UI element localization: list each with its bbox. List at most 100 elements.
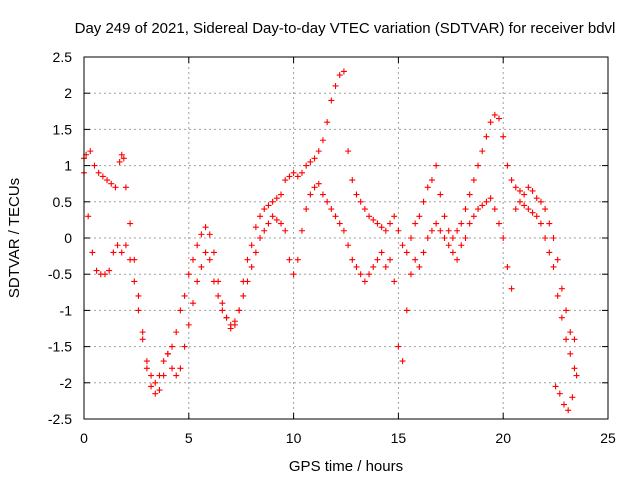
data-point [496,115,503,122]
data-point [101,271,108,278]
data-point [319,137,326,144]
data-point [412,256,419,263]
data-point [177,307,184,314]
data-point [370,263,377,270]
data-point [169,343,176,350]
data-point [273,216,280,223]
data-point [278,191,285,198]
data-point [353,191,360,198]
data-point [311,184,318,191]
data-point [366,213,373,220]
data-point [437,227,444,234]
data-point [294,256,301,263]
data-point [420,249,427,256]
data-point [542,206,549,213]
data-point [552,383,559,390]
data-point [462,206,469,213]
data-point [399,242,406,249]
data-point [558,314,565,321]
data-point [496,220,503,227]
data-point [269,213,276,220]
data-point [273,195,280,202]
data-point [169,365,176,372]
data-point [491,111,498,118]
data-point [491,206,498,213]
data-point [345,148,352,155]
data-point [563,336,570,343]
data-point [210,249,217,256]
data-point [106,267,113,274]
data-point [181,292,188,299]
data-point [294,173,301,180]
data-point [567,329,574,336]
data-point [391,213,398,220]
data-point [529,209,536,216]
data-point [139,329,146,336]
data-point [554,256,561,263]
data-point [454,227,461,234]
data-point [454,256,461,263]
data-point [148,383,155,390]
data-point [231,318,238,325]
data-point [240,292,247,299]
x-tick-label: 20 [495,430,511,446]
data-point [521,202,528,209]
data-point [223,314,230,321]
data-point [290,169,297,176]
data-point [458,220,465,227]
data-point [508,177,515,184]
data-point [286,256,293,263]
data-point [152,390,159,397]
y-tick-label: 1.5 [53,121,73,137]
data-point [181,343,188,350]
data-point [428,227,435,234]
data-point [95,169,102,176]
data-point [374,256,381,263]
data-point [445,242,452,249]
data-point [395,227,402,234]
data-point [382,227,389,234]
data-point [261,206,268,213]
data-point [160,358,167,365]
data-point [470,177,477,184]
data-point [252,224,259,231]
data-point [122,184,129,191]
data-point [546,249,553,256]
data-point [91,162,98,169]
data-point [252,249,259,256]
data-point [395,343,402,350]
data-point [571,365,578,372]
data-point [349,256,356,263]
data-point [529,187,536,194]
data-point [307,191,314,198]
data-point [282,177,289,184]
y-axis-label: SDTVAR / TECUs [6,178,23,298]
data-point [198,263,205,270]
data-point [194,278,201,285]
data-point [189,300,196,307]
data-point [416,263,423,270]
data-point [219,307,226,314]
data-point [500,235,507,241]
data-point [332,82,339,89]
data-point [475,162,482,169]
data-point [257,235,264,241]
data-point [152,379,159,386]
data-point [328,97,335,104]
data-point [399,358,406,365]
data-point [108,180,115,187]
grid-lines [84,57,608,419]
y-tick-label: -0.5 [48,266,72,282]
y-tick-label: 2.5 [53,49,73,65]
data-point [483,198,490,205]
data-point [357,271,364,278]
data-point [500,133,507,140]
data-point [122,242,129,249]
x-tick-label: 5 [185,430,193,446]
data-point [567,350,574,357]
data-point [227,321,234,328]
data-point [370,216,377,223]
data-point [93,267,100,274]
data-point [433,162,440,169]
data-point [556,390,563,397]
